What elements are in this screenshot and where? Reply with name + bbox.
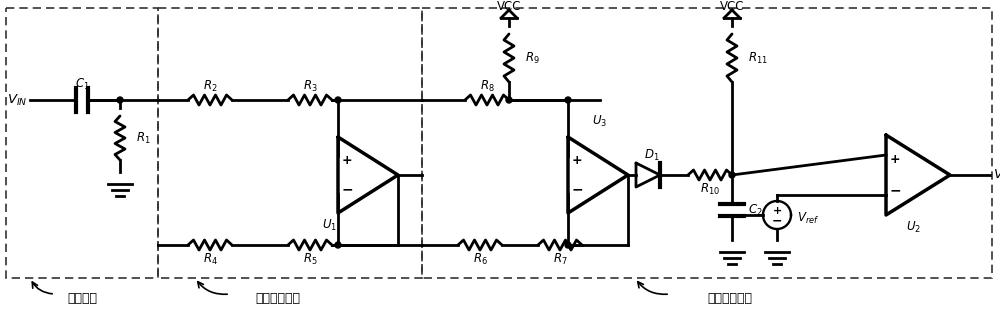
Text: $D_1$: $D_1$ (644, 148, 660, 163)
Text: −: − (889, 183, 901, 197)
Text: $R_6$: $R_6$ (473, 252, 487, 267)
Text: 脉宽鉴别单元: 脉宽鉴别单元 (708, 291, 753, 305)
Bar (422, 8, 992, 278)
Text: $R_3$: $R_3$ (303, 78, 317, 94)
Text: $U_2$: $U_2$ (906, 219, 922, 235)
Text: $R_5$: $R_5$ (303, 252, 317, 267)
Text: $U_1$: $U_1$ (322, 218, 338, 233)
Text: −: − (772, 214, 782, 228)
Circle shape (506, 97, 512, 103)
Text: +: + (890, 153, 900, 166)
Text: $C_2$: $C_2$ (748, 203, 763, 218)
Circle shape (565, 97, 571, 103)
Circle shape (117, 97, 123, 103)
Text: $V_{ref}$: $V_{ref}$ (797, 210, 819, 225)
Text: 过零比较单元: 过零比较单元 (256, 291, 300, 305)
Text: $R_2$: $R_2$ (203, 78, 217, 94)
Text: $R_9$: $R_9$ (525, 51, 540, 66)
Text: −: − (341, 182, 353, 197)
Text: +: + (772, 206, 782, 216)
Text: +: + (342, 154, 352, 167)
Bar (6, 8, 158, 278)
Text: $R_{11}$: $R_{11}$ (748, 51, 768, 66)
Text: $R_7$: $R_7$ (553, 252, 567, 267)
Text: VCC: VCC (720, 0, 744, 13)
Text: +: + (572, 154, 582, 167)
Text: $R_1$: $R_1$ (136, 130, 151, 146)
Bar (158, 8, 422, 278)
Text: $V_{OUT}$: $V_{OUT}$ (993, 167, 1000, 182)
Text: $U_3$: $U_3$ (592, 113, 608, 128)
Circle shape (729, 172, 735, 178)
Text: VCC: VCC (497, 0, 521, 13)
Text: 微分单元: 微分单元 (67, 291, 97, 305)
Text: $R_4$: $R_4$ (203, 252, 217, 267)
Circle shape (565, 242, 571, 248)
Text: $R_8$: $R_8$ (480, 78, 494, 94)
Text: $C_1$: $C_1$ (75, 76, 89, 92)
Text: $V_{IN}$: $V_{IN}$ (7, 92, 27, 108)
Circle shape (335, 97, 341, 103)
Text: $R_{10}$: $R_{10}$ (700, 181, 720, 197)
Circle shape (335, 242, 341, 248)
Text: −: − (571, 182, 583, 197)
